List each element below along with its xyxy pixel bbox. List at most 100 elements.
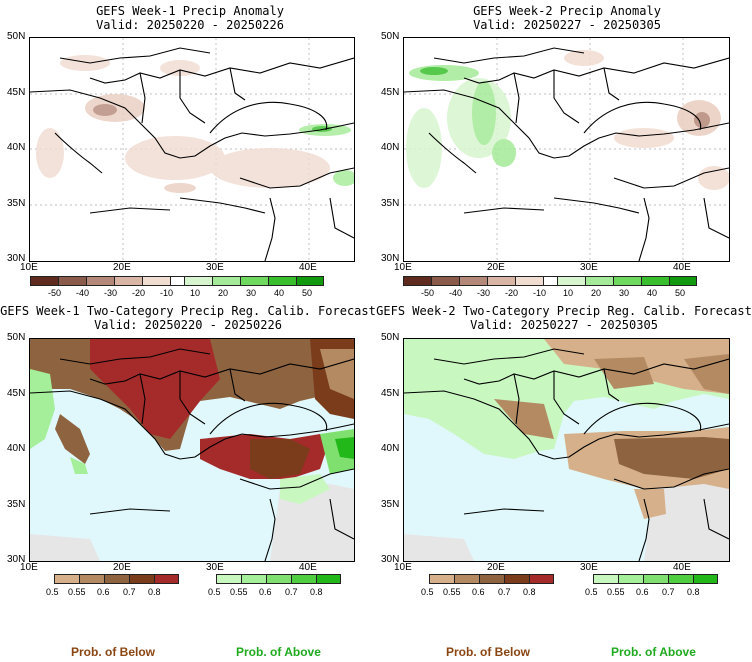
- colorbar-cell: [104, 574, 129, 584]
- lon-tick: 40E: [299, 562, 317, 573]
- colorbar-cell: [429, 574, 454, 584]
- panel-title: GEFS Week-1 Two-Category Precip Reg. Cal…: [0, 304, 376, 318]
- colorbar-label: -50: [48, 288, 62, 298]
- colorbar-cell: [30, 276, 58, 286]
- lat-tick: 30N: [7, 554, 26, 565]
- colorbar-cell: [487, 276, 515, 286]
- map-week1-anomaly: [29, 37, 355, 262]
- colorbar-cell: [86, 276, 114, 286]
- lon-tick: 30E: [580, 562, 598, 573]
- lon-tick: 10E: [394, 262, 412, 273]
- colorbar-cell: [693, 574, 718, 584]
- colorbar-label: 0.8: [148, 587, 161, 597]
- colorbar-label: 0.6: [259, 587, 272, 597]
- panel-valid-dates: Valid: 20250227 - 20250305: [473, 18, 661, 32]
- lat-tick: 50N: [7, 332, 26, 343]
- colorbar-cell: [268, 276, 296, 286]
- colorbar-label: 0.5: [585, 587, 598, 597]
- colorbar-label: 50: [302, 288, 313, 298]
- lat-tick: 40N: [7, 142, 26, 153]
- panel-title: GEFS Week-1 Precip Anomaly: [96, 4, 284, 18]
- colorbar-label: 20: [218, 288, 229, 298]
- colorbar-cell: [504, 574, 529, 584]
- colorbar-label: 20: [591, 288, 602, 298]
- colorbar-cell: [54, 574, 79, 584]
- lon-tick: 40E: [299, 262, 317, 273]
- colorbar-label: 0.5: [421, 587, 434, 597]
- lat-tick: 35N: [381, 499, 400, 510]
- above-colorbar: [216, 574, 341, 584]
- panel-title: GEFS Week-2 Two-Category Precip Reg. Cal…: [376, 304, 752, 318]
- anomaly-colorbar: [30, 276, 324, 286]
- colorbar-label: -20: [505, 288, 519, 298]
- colorbar-cell: [129, 574, 154, 584]
- lon-tick: 20E: [113, 262, 131, 273]
- colorbar-cell: [669, 276, 697, 286]
- colorbar-cell: [431, 276, 459, 286]
- below-colorbar: [54, 574, 179, 584]
- colorbar-cell: [459, 276, 487, 286]
- colorbar-cell: [154, 574, 179, 584]
- colorbar-label: 40: [647, 288, 658, 298]
- lat-tick: 35N: [381, 198, 400, 209]
- colorbar-label: 30: [619, 288, 630, 298]
- colorbar-label: 0.7: [123, 587, 136, 597]
- colorbar-label: -50: [421, 288, 435, 298]
- lat-tick: 45N: [7, 87, 26, 98]
- panel-valid-dates: Valid: 20250220 - 20250226: [96, 18, 284, 32]
- colorbar-label: 0.55: [607, 587, 625, 597]
- colorbar-label: -40: [76, 288, 90, 298]
- colorbar-label: 0.8: [523, 587, 536, 597]
- colorbar-label: -40: [449, 288, 463, 298]
- colorbar-cell: [170, 276, 184, 286]
- colorbar-label: 0.8: [687, 587, 700, 597]
- lat-tick: 40N: [381, 443, 400, 454]
- colorbar-cell: [641, 276, 669, 286]
- colorbar-label: 0.55: [443, 587, 461, 597]
- colorbar-cell: [216, 574, 241, 584]
- colorbar-label: 10: [190, 288, 201, 298]
- lat-tick: 50N: [381, 332, 400, 343]
- lat-tick: 50N: [7, 31, 26, 42]
- colorbar-label: 0.7: [498, 587, 511, 597]
- lon-tick: 10E: [20, 562, 38, 573]
- colorbar-label: -20: [132, 288, 146, 298]
- lon-tick: 30E: [580, 262, 598, 273]
- colorbar-cell: [529, 574, 554, 584]
- lat-tick: 30N: [381, 554, 400, 565]
- map-week1-probability: [29, 338, 355, 562]
- colorbar-cell: [454, 574, 479, 584]
- colorbar-cell: [543, 276, 557, 286]
- colorbar-cell: [613, 276, 641, 286]
- colorbar-cell: [618, 574, 643, 584]
- lon-tick: 20E: [487, 262, 505, 273]
- below-colorbar: [429, 574, 554, 584]
- colorbar-label: 30: [246, 288, 257, 298]
- colorbar-cell: [316, 574, 341, 584]
- colorbar-cell: [479, 574, 504, 584]
- prob-above-label: Prob. of Above: [236, 645, 321, 659]
- lat-tick: 30N: [381, 253, 400, 264]
- panel-title: GEFS Week-2 Precip Anomaly: [473, 4, 661, 18]
- colorbar-cell: [142, 276, 170, 286]
- colorbar-cell: [240, 276, 268, 286]
- colorbar-cell: [296, 276, 324, 286]
- colorbar-cell: [114, 276, 142, 286]
- colorbar-label: 50: [675, 288, 686, 298]
- colorbar-cell: [403, 276, 431, 286]
- lon-tick: 20E: [113, 562, 131, 573]
- colorbar-cell: [593, 574, 618, 584]
- lon-tick: 20E: [487, 562, 505, 573]
- colorbar-label: -30: [104, 288, 118, 298]
- colorbar-label: 0.7: [285, 587, 298, 597]
- colorbar-label: 10: [563, 288, 574, 298]
- colorbar-cell: [291, 574, 316, 584]
- above-colorbar: [593, 574, 718, 584]
- colorbar-label: 0.6: [97, 587, 110, 597]
- colorbar-cell: [184, 276, 212, 286]
- colorbar-label: 0.5: [208, 587, 221, 597]
- lon-tick: 10E: [20, 262, 38, 273]
- lon-tick: 40E: [673, 262, 691, 273]
- panel-valid-dates: Valid: 20250220 - 20250226: [94, 318, 282, 332]
- colorbar-label: 0.55: [68, 587, 86, 597]
